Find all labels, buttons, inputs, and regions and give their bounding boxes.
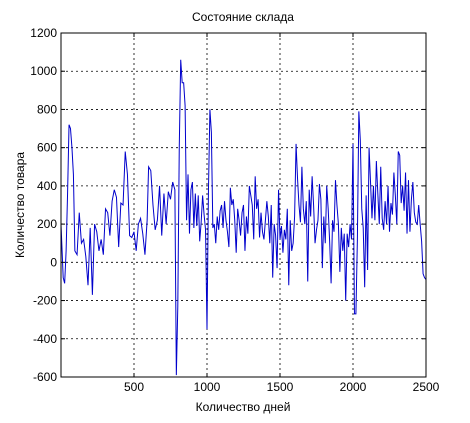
series-layer [60,59,427,376]
x-axis-label: Количество дней [196,400,291,414]
y-tick-label: -400 [33,332,57,346]
y-tick-label: 800 [37,102,57,116]
x-tick-label: 1000 [194,380,221,394]
x-tick-label: 500 [124,380,144,394]
series-line [60,59,427,376]
plot-frame [60,32,427,378]
x-tick-label: 2500 [413,380,440,394]
y-tick-label: 400 [37,179,57,193]
x-tick-label: 1500 [267,380,294,394]
x-tick-label: 2000 [340,380,367,394]
y-tick-label: 1000 [30,64,57,78]
y-axis-label: Количество товара [13,152,27,258]
y-tick-label: 200 [37,217,57,231]
y-tick-label: 1200 [30,26,57,40]
chart-title: Состояние склада [192,10,294,24]
y-tick-label: -600 [33,370,57,384]
y-tick-label: 0 [50,255,57,269]
y-tick-label: 600 [37,141,57,155]
y-tick-label: -200 [33,294,57,308]
x-tick-labels: 500 1000 1500 2000 2500 [124,380,440,394]
y-tick-labels: -600 -400 -200 0 200 400 600 800 1000 1200 [30,26,57,384]
tick-marks [61,32,427,378]
